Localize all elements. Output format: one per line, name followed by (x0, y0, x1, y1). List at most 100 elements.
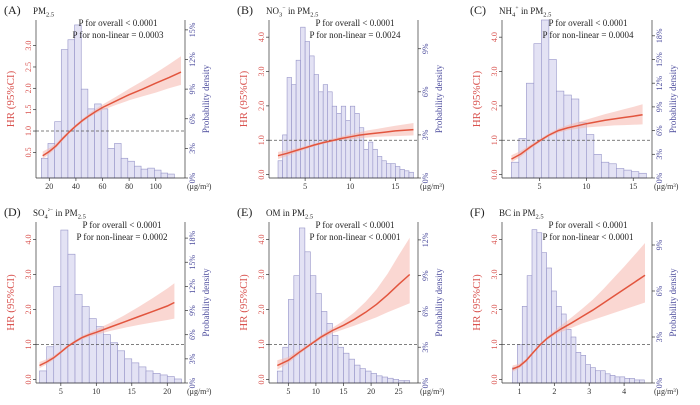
histogram-bar (601, 161, 610, 179)
histogram-bar (299, 227, 306, 384)
panel-title: SO4²⁻ in PM2.5 (33, 208, 86, 221)
panel-title: PM2.5 (33, 6, 54, 19)
hr-tick-label: 0.0 (24, 375, 33, 385)
panel-letter: (A) (4, 3, 21, 17)
histogram-bar (526, 82, 535, 179)
p-overall-note: P for overall < 0.0001 (316, 220, 395, 230)
hr-curve (276, 273, 411, 367)
histogram-bar (533, 43, 542, 179)
panel-title: BC in PM2.5 (499, 208, 544, 221)
histogram-bar (138, 366, 147, 384)
histogram-bar (381, 160, 387, 179)
histogram-bar (604, 373, 611, 384)
y-axis-title-left: HR (95%CI) (5, 274, 17, 331)
ci-band (277, 237, 410, 370)
p-overall-note: P for overall < 0.0001 (83, 220, 162, 230)
x-tick-label: 1 (517, 387, 521, 396)
histogram-bar (593, 154, 602, 179)
density-tick-label: 0% (655, 172, 664, 183)
histogram-bar (377, 156, 383, 179)
histogram-bar (291, 84, 297, 179)
x-tick-label: 5 (59, 387, 63, 396)
histogram-bar (80, 88, 89, 179)
histogram-bar (563, 94, 572, 179)
chart-panel: 0.0 1.0 2.0 3.0 4.0 0% 3% 6% 9% 12% 15% 18% 5 10 15 20 (… (4, 205, 212, 396)
histogram-bar (580, 355, 587, 384)
panel-title: NH4⁺ in PM2.5 (499, 6, 551, 19)
histogram-bar (354, 364, 361, 384)
hr-tick-label: 0.5 (24, 147, 33, 157)
hr-tick-label: 1.5 (24, 105, 33, 115)
histogram-bar (551, 290, 557, 384)
histogram-bar (541, 19, 550, 179)
histogram-bar (387, 377, 394, 384)
y-axis-title-left: HR (95%CI) (471, 70, 483, 127)
histogram-bar (395, 166, 401, 179)
histogram-bar (629, 378, 635, 384)
x-unit-label: (μg/m³) (654, 387, 679, 396)
histogram-bar (359, 368, 366, 384)
hr-tick-label: 2.0 (24, 305, 33, 315)
histogram-bar (616, 168, 625, 179)
histogram-bar (624, 378, 630, 384)
histogram-bar (331, 105, 338, 179)
histogram-bar (277, 160, 283, 179)
histogram-bar (565, 329, 572, 384)
histogram-bar (354, 113, 360, 179)
density-tick-label: 9% (188, 305, 197, 316)
histogram-bar (332, 334, 339, 384)
histogram-bar (608, 163, 617, 179)
histogram-bar (309, 55, 315, 179)
p-overall-note: P for overall < 0.0001 (549, 220, 628, 230)
p-nonlinear-note: P for non-linear < 0.0001 (310, 232, 401, 242)
histogram-bar (363, 148, 369, 179)
histogram-bar (313, 74, 319, 179)
density-tick-label: 9% (655, 239, 664, 250)
density-tick-label: 0% (421, 172, 430, 183)
density-tick-label: 18% (655, 28, 664, 43)
histogram-bar (100, 108, 109, 179)
panel-letter: (C) (470, 3, 486, 17)
density-tick-label: 3% (655, 149, 664, 160)
histogram-bar (147, 167, 155, 179)
histogram-bar (365, 370, 372, 384)
hr-curve (512, 274, 646, 370)
x-tick-label: 15 (391, 182, 399, 191)
histogram-bar (398, 380, 405, 384)
histogram-bar (614, 376, 621, 384)
density-tick-label: 15% (188, 255, 197, 270)
density-tick-label: 6% (655, 125, 664, 136)
density-tick-label: 15% (188, 22, 197, 37)
histogram-bar (117, 350, 125, 384)
histogram-bar (94, 103, 102, 179)
chart-panel: 0.0 1.0 2.0 3.0 4.0 0% 3% 6% 9% 1 2 3 4 (μg/m³) HR (95… (470, 205, 679, 396)
hr-tick-label: 3.0 (490, 67, 499, 77)
ci-band (39, 283, 175, 369)
density-tick-label: 9% (421, 43, 430, 54)
p-overall-note: P for overall < 0.0001 (79, 18, 158, 28)
histogram-bar (609, 375, 616, 384)
density-tick-label: 3% (421, 342, 430, 353)
x-tick-label: 4 (622, 387, 626, 396)
histogram-bar (110, 342, 118, 384)
histogram-bar (392, 379, 399, 384)
hr-tick-label: 2.0 (24, 83, 33, 93)
histogram-bar (54, 121, 62, 179)
panel-letter: (F) (470, 205, 485, 219)
p-nonlinear-note: P for non-linear = 0.0024 (310, 30, 401, 40)
histogram-bar (140, 168, 149, 179)
histogram-bar (408, 171, 414, 179)
histogram-bar (381, 376, 388, 384)
histogram-bar (390, 163, 396, 179)
x-unit-label: (μg/m³) (187, 387, 212, 396)
histogram-bar (74, 24, 82, 179)
hr-tick-label: 3.0 (24, 270, 33, 280)
histogram-bar (376, 375, 383, 384)
histogram-bar (399, 169, 405, 179)
x-unit-label: (μg/m³) (187, 182, 212, 191)
hr-tick-label: 1.0 (490, 340, 499, 350)
density-tick-label: 12% (188, 52, 197, 67)
y-axis-title-left: HR (95%CI) (5, 70, 17, 127)
histogram-bar (327, 91, 333, 179)
histogram-bar (546, 267, 552, 384)
